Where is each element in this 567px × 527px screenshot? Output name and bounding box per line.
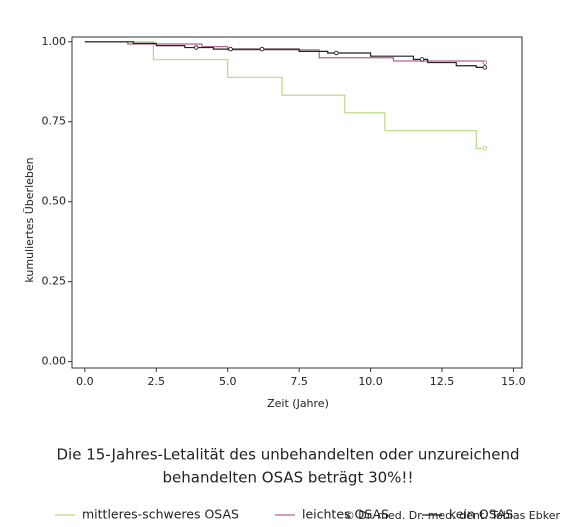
censor-mark	[482, 65, 488, 70]
y-tick-label: 0.00	[42, 355, 67, 368]
y-tick-label: 0.25	[42, 275, 67, 288]
x-tick-label: 10.0	[358, 375, 383, 388]
censor-mark	[419, 57, 425, 62]
caption-line: behandelten OSAS beträgt 30%!!	[163, 469, 414, 487]
y-tick-label: 1.00	[42, 35, 67, 48]
x-tick-label: 2.5	[148, 375, 166, 388]
copyright: © Dr. med. Dr. med. dent. Tobias Ebker	[344, 509, 561, 522]
survival-curve	[84, 41, 485, 149]
censor-mark	[334, 50, 339, 56]
legend-label: kein OSAS	[449, 507, 513, 522]
censor-mark	[259, 46, 265, 52]
censor-mark	[482, 60, 488, 65]
x-tick-label: 7.5	[290, 375, 308, 388]
y-axis-label: kumuliertes Überleben	[23, 157, 36, 282]
y-tick-label: 0.50	[42, 195, 67, 208]
x-axis-label: Zeit (Jahre)	[267, 397, 329, 410]
caption-line: Die 15-Jahres-Letalität des unbehandelte…	[56, 446, 519, 464]
censor-mark	[228, 46, 233, 52]
x-tick-label: 15.0	[501, 375, 526, 388]
x-tick-label: 5.0	[219, 375, 237, 388]
censor-mark	[194, 45, 199, 50]
legend-label: mittleres-schweres OSAS	[82, 507, 239, 522]
legend-label: leichtes OSAS	[302, 507, 389, 522]
plot-frame	[71, 36, 523, 369]
survival-curve	[84, 41, 486, 63]
x-tick-label: 12.5	[430, 375, 455, 388]
survival-curve	[84, 41, 485, 68]
x-tick-label: 0.0	[76, 375, 94, 388]
y-tick-label: 0.75	[42, 115, 67, 128]
censor-mark	[482, 146, 488, 151]
